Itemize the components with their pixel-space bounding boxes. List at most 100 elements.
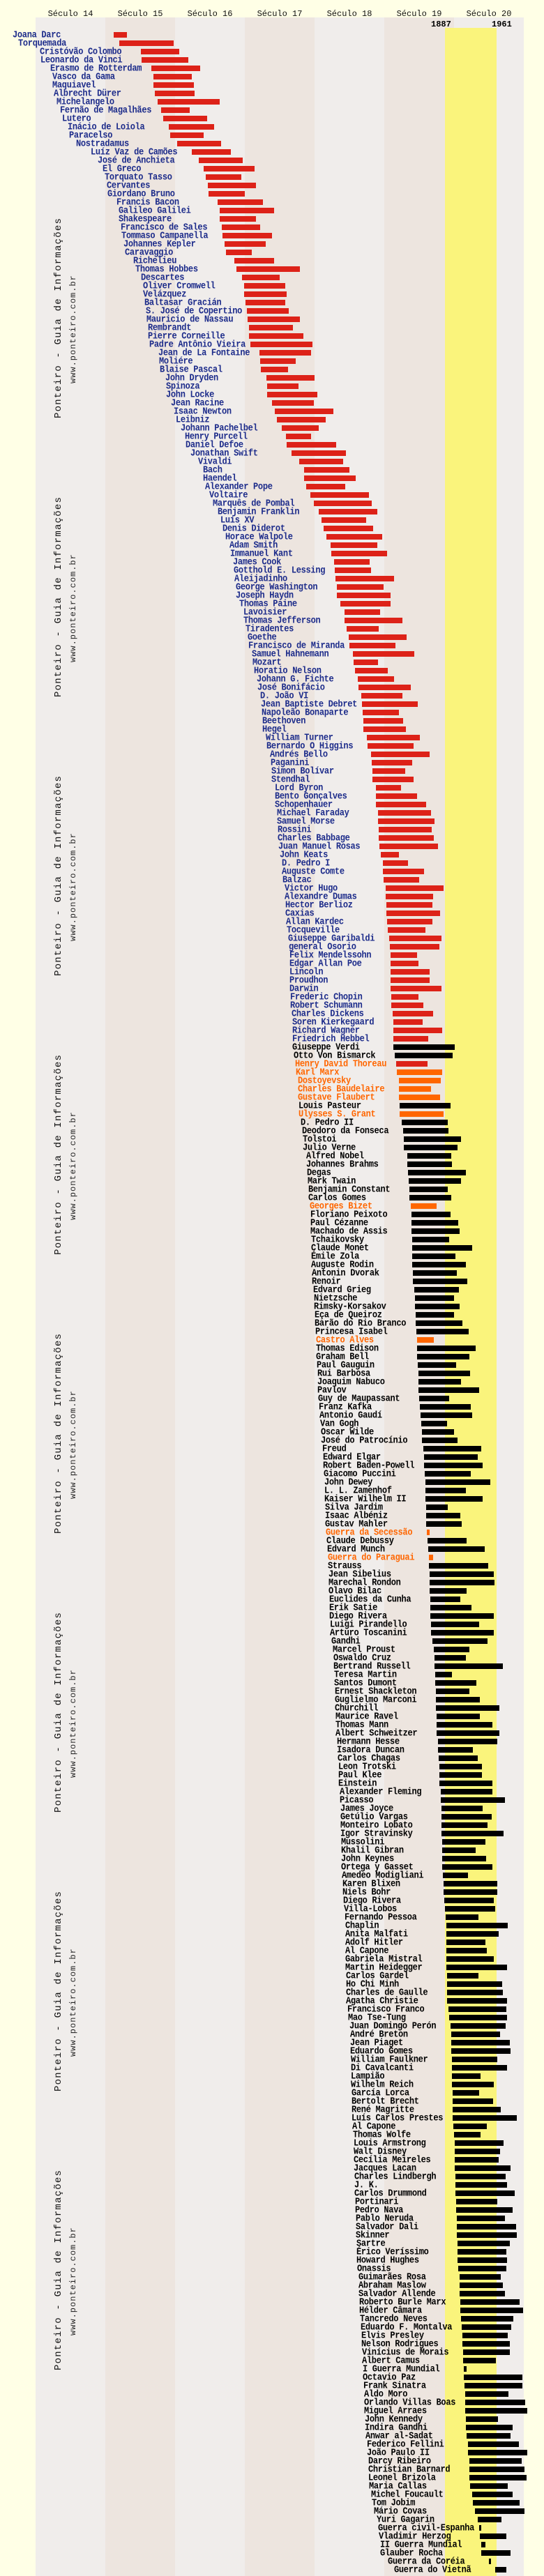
lifespan-bar: [155, 91, 195, 96]
lifespan-bar: [424, 1454, 478, 1460]
lifespan-bar: [391, 961, 418, 966]
lifespan-bar: [437, 1722, 492, 1728]
row-label: Glauber Rocha: [380, 2547, 443, 2559]
row-label: Johann G. Fichte: [257, 673, 334, 685]
row-label: Chaplin: [345, 1919, 379, 1932]
lifespan-bar: [306, 484, 345, 489]
row-label: Freud: [322, 1442, 347, 1455]
row-label: Henry David Thoreau: [295, 1058, 387, 1070]
lifespan-bar: [411, 1228, 460, 1234]
lifespan-bar: [455, 2149, 500, 2154]
row-label: Rui Barbosa: [317, 1367, 370, 1380]
lifespan-bar: [363, 710, 399, 715]
row-label: Robert Baden-Powell: [323, 1459, 415, 1472]
row-label: Vinícius de Morais: [362, 2346, 449, 2358]
row-label: Joaquim Nabuco: [317, 1375, 385, 1388]
row-label: Lincoln: [289, 966, 324, 978]
lifespan-bar: [469, 2475, 527, 2480]
lifespan-bar: [412, 1245, 472, 1251]
lifespan-bar: [455, 2140, 504, 2146]
row-label: Yuri Gagarin: [377, 2513, 435, 2526]
row-label: El Greco: [103, 162, 142, 175]
lifespan-bar: [452, 2065, 507, 2071]
lifespan-bar: [220, 216, 256, 222]
century-label: Século 16: [187, 9, 233, 19]
lifespan-bar: [353, 651, 414, 657]
row-label: II Guerra Mundial: [380, 2538, 462, 2551]
row-label: Velázquez: [143, 288, 187, 300]
row-label: Getúlio Vargas: [340, 1811, 408, 1823]
lifespan-bar: [430, 1588, 467, 1594]
century-label: Século 18: [326, 9, 372, 19]
row-label: Goethe: [248, 631, 277, 643]
row-label: Samuel Hahnemann: [252, 648, 329, 660]
row-label: Abraham Maslow: [358, 2279, 426, 2292]
lifespan-bar: [465, 2408, 527, 2414]
row-label: Tommaso Campanella: [121, 229, 209, 242]
row-label: Edvard Munch: [327, 1543, 385, 1555]
row-label: Maquiavel: [52, 79, 96, 91]
lifespan-bar: [372, 760, 412, 765]
lifespan-bar: [439, 1781, 492, 1786]
lifespan-bar: [480, 2533, 506, 2539]
lifespan-bar: [242, 275, 280, 280]
row-label: Shakespeare: [119, 213, 172, 225]
lifespan-bar: [447, 1981, 502, 1987]
lifespan-bar: [460, 2299, 520, 2305]
lifespan-bar: [402, 1120, 448, 1125]
row-label: Strauss: [328, 1560, 362, 1572]
row-label: Frederic Chopin: [290, 991, 363, 1003]
row-label: Moliére: [159, 355, 193, 367]
row-label: Johannes Brahms: [306, 1158, 379, 1171]
row-label: Pavlov: [317, 1384, 347, 1396]
row-label: Francisco Franco: [347, 2003, 425, 2015]
lifespan-bar: [439, 1772, 482, 1778]
row-label: Paul Gauguin: [317, 1359, 375, 1371]
row-label: Giuseppe Verdi: [292, 1041, 360, 1053]
lifespan-bar: [391, 986, 441, 991]
lifespan-bar: [335, 567, 371, 573]
row-label: Teresa Martin: [334, 1668, 397, 1681]
row-label: Pierre Corneille: [148, 330, 225, 342]
row-label: Guimarães Rosa: [358, 2271, 426, 2283]
row-label: Deodoro da Fonseca: [302, 1125, 389, 1137]
row-label: Oliver Cromwell: [143, 280, 216, 292]
lifespan-bar: [158, 99, 220, 105]
lifespan-bar: [367, 735, 420, 740]
lifespan-bar: [354, 660, 378, 665]
row-label: Leon Trotski: [338, 1760, 396, 1773]
row-label: Rembrandt: [148, 321, 192, 334]
watermark-url: www.ponteiro.com.br: [68, 1390, 78, 1499]
row-label: Jean Piaget: [350, 2036, 403, 2049]
lifespan-bar: [345, 618, 402, 623]
row-label: Inácio de Loiola: [68, 121, 145, 133]
lifespan-bar: [468, 2450, 527, 2455]
row-label: Marcel Proust: [333, 1643, 395, 1656]
row-label: Blaise Pascal: [160, 363, 222, 376]
row-label: Proudhon: [289, 974, 328, 986]
lifespan-bar: [453, 2115, 517, 2121]
watermark-title: Ponteiro - Guia de Informações: [53, 1611, 64, 1813]
lifespan-bar: [391, 952, 417, 958]
lifespan-bar: [420, 1404, 471, 1410]
lifespan-bar: [416, 1329, 469, 1334]
lifespan-bar: [393, 1011, 433, 1016]
lifespan-bar: [446, 1956, 494, 1962]
row-label: Khalil Gibran: [341, 1844, 404, 1857]
row-label: Indira Gandhi: [365, 2421, 428, 2434]
row-label: Julio Verne: [303, 1141, 356, 1154]
lifespan-bar: [376, 793, 417, 799]
lifespan-bar: [355, 668, 388, 673]
lifespan-bar: [417, 1354, 469, 1359]
lifespan-bar: [455, 2174, 506, 2179]
row-label: Daniel Defoe: [186, 439, 243, 451]
lifespan-bar: [436, 1705, 499, 1711]
lifespan-bar: [220, 208, 274, 213]
row-label: Arturo Toscanini: [330, 1626, 407, 1639]
row-label: Robert Schumann: [290, 999, 363, 1012]
row-label: Luíz Vaz de Camões: [91, 146, 178, 158]
row-label: Paul Klee: [338, 1769, 382, 1781]
century-label: Século 15: [117, 9, 163, 19]
row-label: Paracelso: [69, 129, 113, 142]
row-label: Alfred Nobel: [306, 1150, 364, 1162]
